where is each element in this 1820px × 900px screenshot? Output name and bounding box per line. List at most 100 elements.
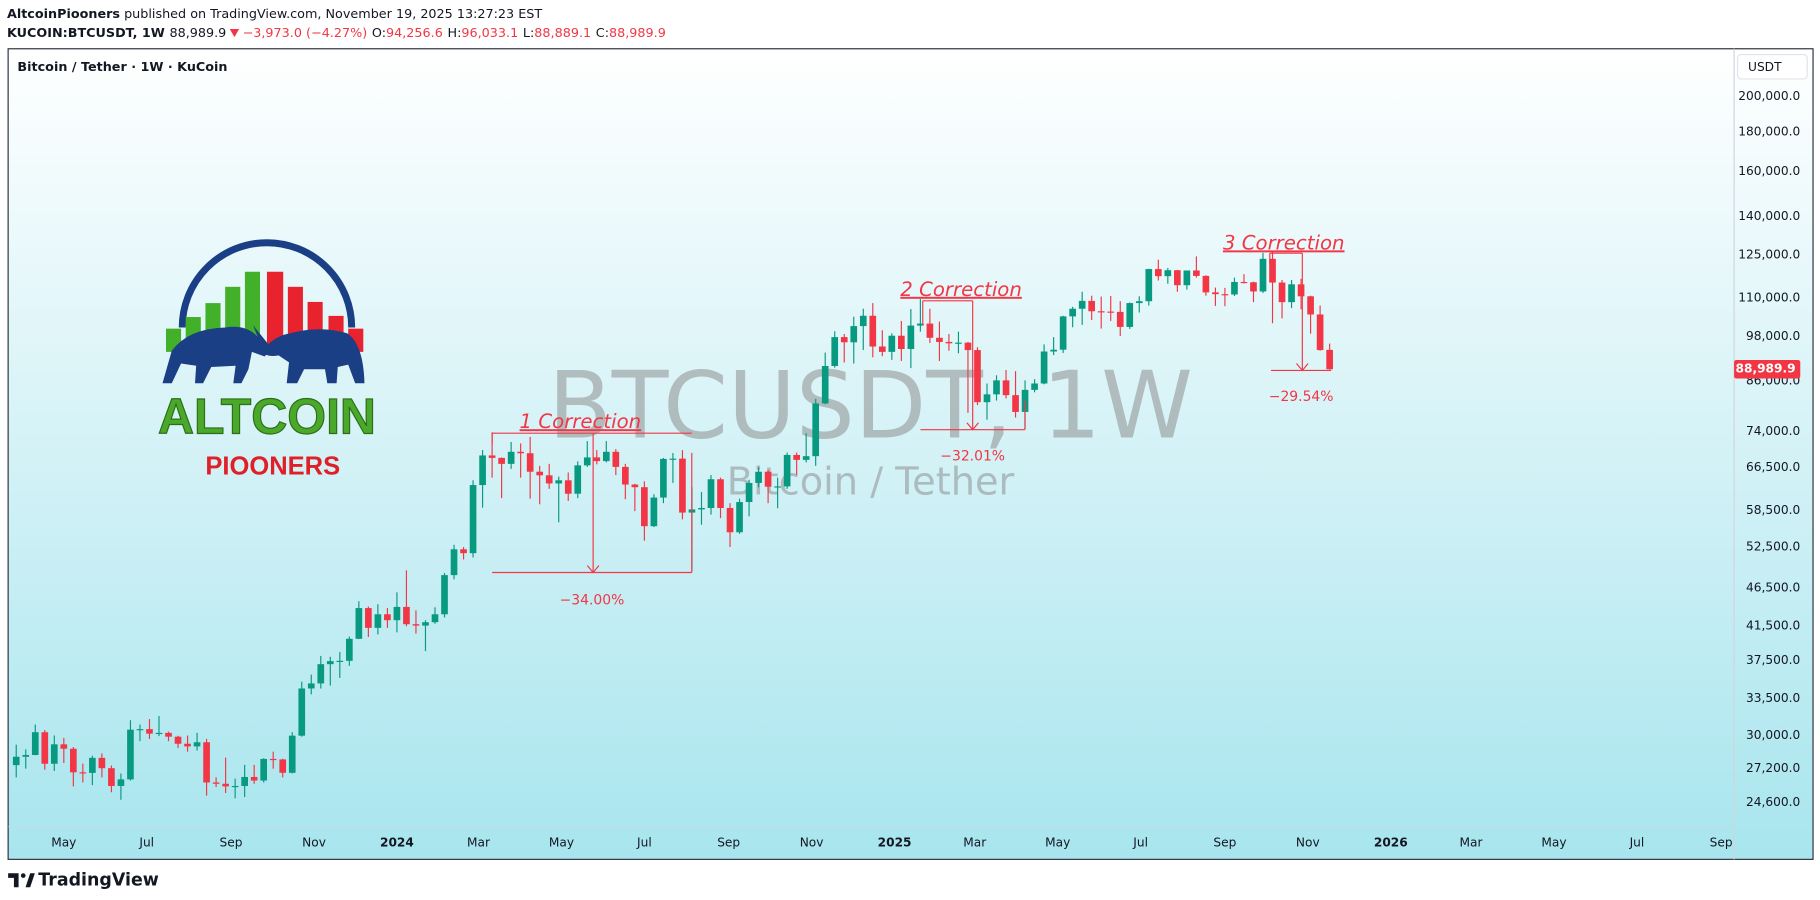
candle-body bbox=[1221, 294, 1229, 296]
candle-body bbox=[260, 758, 268, 781]
candle-body bbox=[745, 482, 753, 503]
x-tick-label: May bbox=[51, 836, 76, 850]
candle-body bbox=[1307, 296, 1314, 315]
candle-body bbox=[1069, 308, 1076, 317]
candle-body bbox=[888, 335, 896, 352]
candle-body bbox=[403, 606, 410, 625]
candle-body bbox=[698, 507, 705, 510]
x-tick-label: Nov bbox=[302, 836, 326, 850]
candle-body bbox=[41, 732, 49, 764]
correction-change: −32.01% bbox=[940, 448, 1005, 464]
candle-body bbox=[707, 479, 715, 508]
candle-body bbox=[98, 757, 106, 769]
y-tick-label: 30,000.0 bbox=[1746, 728, 1800, 742]
y-tick-label: 46,500.0 bbox=[1746, 580, 1800, 594]
candle-body bbox=[1231, 281, 1238, 295]
ohlc-value: 88,989.9 bbox=[609, 26, 666, 41]
candle-body bbox=[317, 664, 325, 684]
candle-body bbox=[650, 497, 658, 527]
candle-body bbox=[526, 453, 534, 472]
currency: USDT bbox=[1748, 60, 1782, 74]
candle-body bbox=[545, 475, 553, 484]
x-tick-label: Jul bbox=[138, 836, 154, 850]
candle-body bbox=[602, 451, 610, 462]
candle-body bbox=[536, 471, 544, 476]
chart-frame bbox=[7, 48, 1814, 860]
candle-body bbox=[821, 365, 829, 404]
candle-body bbox=[964, 342, 972, 351]
candle-body bbox=[393, 606, 401, 621]
candle-body bbox=[288, 735, 296, 773]
candle-body bbox=[983, 394, 991, 403]
candle-body bbox=[269, 758, 277, 761]
candle-body bbox=[583, 457, 591, 466]
candle-body bbox=[108, 768, 115, 786]
x-tick-label: May bbox=[1045, 836, 1070, 850]
x-tick-label: 2024 bbox=[380, 836, 414, 850]
candle-body bbox=[79, 772, 87, 774]
candles bbox=[12, 251, 1333, 800]
candle-body bbox=[507, 451, 515, 464]
candle-body bbox=[669, 458, 677, 460]
candle-body bbox=[726, 507, 734, 533]
correction-labels: 1 Correction −34.00% 2 Correction −32.01… bbox=[520, 231, 1345, 608]
candle-body bbox=[422, 622, 429, 626]
footer-brand: TradingView bbox=[38, 870, 159, 890]
correction-change: −34.00% bbox=[560, 592, 625, 608]
candle-body bbox=[850, 326, 858, 343]
ohlc-label: C: bbox=[596, 26, 609, 41]
candle-body bbox=[1002, 380, 1010, 396]
candle-body bbox=[755, 471, 762, 483]
candle-body bbox=[212, 782, 220, 784]
author: AltcoinPiooners bbox=[7, 6, 120, 21]
candle-body bbox=[1259, 258, 1267, 292]
candle-body bbox=[1116, 311, 1124, 327]
candle-body bbox=[1145, 269, 1153, 302]
candle-body bbox=[31, 732, 39, 755]
x-tick-label: Jul bbox=[636, 836, 652, 850]
last-price-box bbox=[1734, 359, 1801, 379]
candle-body bbox=[60, 744, 68, 749]
symbol: KUCOIN:BTCUSDT, 1W bbox=[7, 26, 165, 41]
x-tick-label: Jul bbox=[1132, 836, 1148, 850]
candle-body bbox=[1240, 281, 1248, 284]
x-tick-label: Jul bbox=[1629, 836, 1645, 850]
candle-body bbox=[955, 342, 962, 344]
y-tick-label: 37,500.0 bbox=[1746, 653, 1800, 667]
correction-change: −29.54% bbox=[1269, 389, 1334, 405]
candle-body bbox=[384, 614, 391, 621]
time-axis: May Jul Sep Nov 2024 Mar May Jul Sep Nov 2025 Mar Ma… bbox=[51, 836, 1733, 850]
candle-body bbox=[641, 487, 648, 527]
candle-body bbox=[1250, 282, 1257, 292]
candle-body bbox=[622, 466, 629, 485]
candle-body bbox=[1059, 316, 1067, 350]
y-tick-label: 33,500.0 bbox=[1746, 691, 1800, 705]
header-line-2: KUCOIN:BTCUSDT, 1W 88,989.9 −3,973.0 (−4… bbox=[7, 26, 666, 41]
candle-body bbox=[736, 502, 743, 533]
x-tick-label: Sep bbox=[1710, 836, 1733, 850]
currency-box bbox=[1737, 54, 1808, 80]
x-tick-label: Sep bbox=[220, 836, 243, 850]
ohlc-label: O: bbox=[372, 26, 386, 41]
candle-body bbox=[974, 350, 981, 403]
candle-body bbox=[1278, 282, 1286, 303]
logo-subtitle: PIOONERS bbox=[205, 453, 340, 481]
down-arrow bbox=[229, 29, 240, 38]
candle-body bbox=[717, 479, 724, 508]
candle-body bbox=[564, 480, 572, 494]
candle-body bbox=[907, 325, 915, 349]
x-tick-label: Mar bbox=[963, 836, 987, 850]
correction-title: 3 Correction bbox=[1223, 231, 1345, 254]
candle-body bbox=[869, 315, 877, 347]
y-tick-label: 24,600.0 bbox=[1746, 795, 1800, 809]
candle-body bbox=[793, 454, 800, 460]
candle-body bbox=[1097, 311, 1105, 313]
logo: ALTCOIN PIOONERS bbox=[157, 239, 377, 481]
candle-body bbox=[1174, 270, 1181, 286]
candle-body bbox=[231, 785, 239, 788]
candle-body bbox=[555, 480, 563, 484]
candle-body bbox=[878, 346, 886, 352]
candle-body bbox=[326, 661, 334, 665]
candle-body bbox=[250, 776, 258, 781]
y-tick-label: 160,000.0 bbox=[1738, 164, 1800, 178]
